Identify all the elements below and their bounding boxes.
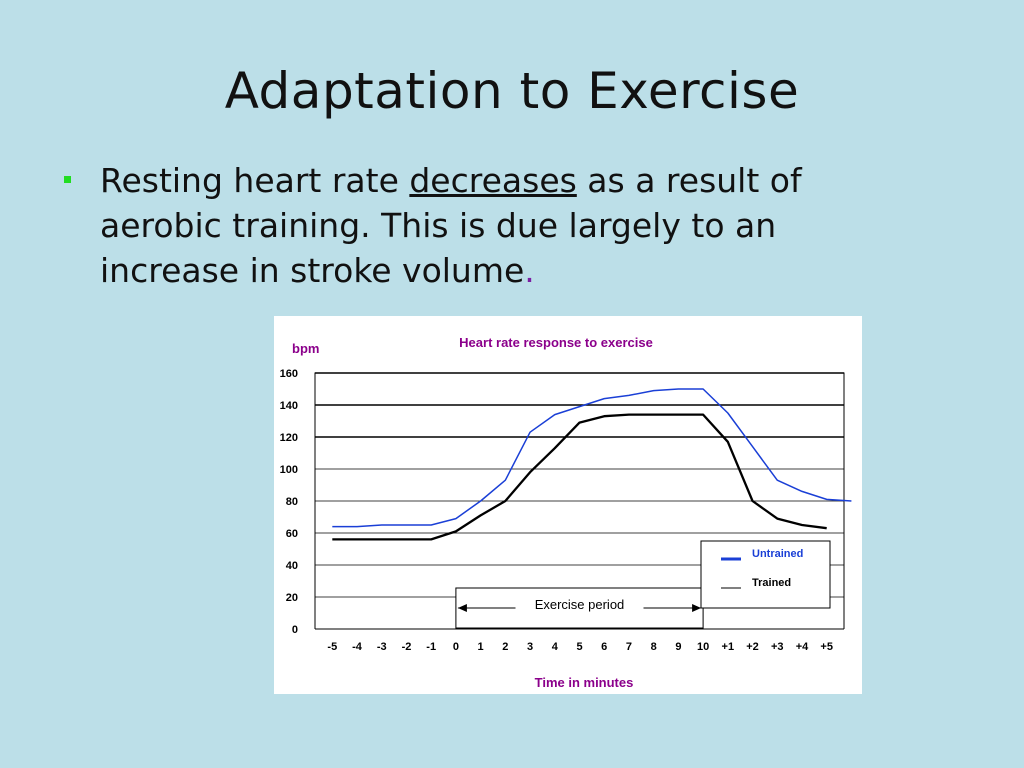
series-line-trained	[332, 413, 827, 541]
x-tick-label: 2	[502, 641, 508, 653]
legend-box	[700, 540, 831, 609]
x-tick-label: -3	[377, 641, 387, 653]
chart-title: Heart rate response to exercise	[459, 335, 653, 350]
y-tick-label: 0	[292, 624, 298, 636]
x-tick-label: 5	[576, 641, 582, 653]
bullet-text: Resting heart rate decreases as a result…	[100, 158, 860, 293]
y-tick-label: 80	[286, 496, 298, 508]
y-tick-label: 60	[286, 528, 298, 540]
legend-label-untrained: Untrained	[752, 548, 803, 560]
bullet-emphasis: decreases	[409, 161, 577, 200]
series-lines	[332, 388, 852, 541]
x-ticks: -5 -4 -3 -2 -1 0 1 2 3 4 5 6 7 8 9 10 +1 +2 +3 +4 +5	[327, 641, 833, 653]
x-tick-label: 0	[453, 641, 459, 653]
bullet-text-start: Resting heart rate	[100, 161, 410, 200]
exercise-period-label-bg	[515, 597, 644, 613]
x-tick-label: +5	[820, 641, 833, 653]
x-tick-label: 8	[651, 641, 657, 653]
y-axis-label: bpm	[292, 341, 319, 356]
y-tick-label: 40	[286, 560, 298, 572]
legend: Untrained Trained	[700, 540, 831, 609]
y-tick-label: 100	[280, 464, 298, 476]
x-tick-label: -2	[402, 641, 412, 653]
x-tick-label: -1	[426, 641, 436, 653]
bullet-end-mark: .	[524, 251, 535, 290]
series-line-untrained	[332, 388, 852, 528]
arrow-right-icon	[692, 604, 702, 612]
arrow-left-icon	[457, 604, 467, 612]
x-tick-label: 4	[552, 641, 559, 653]
x-tick-label: -4	[352, 641, 363, 653]
heart-rate-chart: Heart rate response to exercise bpm Time…	[280, 335, 852, 690]
y-tick-label: 20	[286, 592, 298, 604]
x-tick-label: 7	[626, 641, 632, 653]
x-tick-label: 9	[675, 641, 681, 653]
x-tick-label: 1	[478, 641, 484, 653]
x-tick-label: -5	[327, 641, 337, 653]
exercise-period-label: Exercise period	[535, 597, 625, 612]
chart-container: Heart rate response to exercise bpm Time…	[274, 316, 862, 694]
y-ticks: 0 20 40 60 80 100 120 140 160	[280, 368, 298, 636]
x-axis-label: Time in minutes	[535, 675, 634, 690]
legend-label-trained: Trained	[752, 577, 791, 589]
x-tick-label: +4	[796, 641, 809, 653]
bullet-marker	[64, 176, 71, 183]
x-tick-label: 10	[697, 641, 709, 653]
x-tick-label: +3	[771, 641, 784, 653]
x-tick-label: +1	[722, 641, 735, 653]
slide-title: Adaptation to Exercise	[224, 62, 800, 120]
y-tick-label: 160	[280, 368, 298, 380]
y-tick-label: 120	[280, 432, 298, 444]
bullet-text-end: as a result of aerobic training. This is…	[100, 161, 802, 290]
x-tick-label: 3	[527, 641, 533, 653]
x-tick-label: +2	[746, 641, 759, 653]
x-tick-label: 6	[601, 641, 607, 653]
exercise-period-annotation: Exercise period	[455, 587, 704, 629]
y-tick-label: 140	[280, 400, 298, 412]
